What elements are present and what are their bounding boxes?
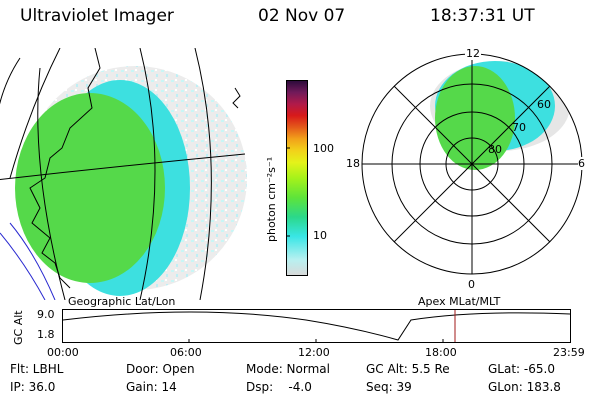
filter-info: Flt: LBHL: [10, 362, 64, 376]
colorbar-unit-label: photon cm⁻²s⁻¹: [265, 156, 278, 242]
glon-info: GLon: 183.8: [488, 380, 561, 394]
coastline: [29, 48, 101, 289]
altitude-ytick-min: 1.8: [37, 328, 55, 341]
altitude-xtick: 18:00: [425, 346, 457, 359]
altitude-xtick: 23:59: [553, 346, 585, 359]
track-line: [0, 232, 46, 300]
aurora-green: [15, 93, 165, 283]
longitude-line: [0, 57, 21, 105]
altitude-xtick: 12:00: [298, 346, 330, 359]
altitude-plot: [62, 309, 571, 343]
altitude-ytick-max: 9.0: [37, 308, 55, 321]
longitude-line: [139, 48, 156, 300]
instrument-title: Ultraviolet Imager: [20, 6, 174, 26]
longitude-line: [9, 48, 61, 179]
altitude-curve: [62, 311, 571, 341]
door-info: Door: Open: [126, 362, 195, 376]
date-label: 02 Nov 07: [258, 6, 346, 26]
coastline: [232, 87, 241, 109]
polar-ring-label-70: 70: [512, 121, 526, 134]
ip-info: IP: 36.0: [10, 380, 56, 394]
polar-label-12: 12: [465, 47, 481, 60]
polar-plot-label: Apex MLat/MLT: [418, 295, 501, 308]
color-bar: [286, 80, 308, 276]
polar-ring-label-80: 80: [488, 143, 502, 156]
polar-ring-label-60: 60: [537, 98, 551, 111]
seq-info: Seq: 39: [366, 380, 412, 394]
polar-label-18: 18: [346, 157, 360, 170]
polar-label-0: 0: [468, 278, 475, 291]
time-label: 18:37:31 UT: [430, 6, 535, 26]
latitude-line: [0, 153, 246, 180]
colorbar-tick-100: 100: [313, 142, 334, 155]
mode-info: Mode: Normal: [246, 362, 330, 376]
polar-plot: [361, 53, 583, 275]
altitude-xtick: 00:00: [47, 346, 79, 359]
gc-alt-info: GC Alt: 5.5 Re: [366, 362, 450, 376]
polar-label-6: 6: [578, 157, 585, 170]
geo-map-label: Geographic Lat/Lon: [68, 295, 176, 308]
altitude-ylabel: GC Alt: [12, 310, 25, 345]
longitude-line: [194, 48, 212, 300]
gain-info: Gain: 14: [126, 380, 177, 394]
geographic-map: [0, 48, 247, 300]
track-line: [9, 222, 56, 300]
glat-info: GLat: -65.0: [488, 362, 555, 376]
colorbar-tick-10: 10: [313, 229, 327, 242]
dsp-info: Dsp: -4.0: [246, 380, 312, 394]
altitude-xtick: 06:00: [170, 346, 202, 359]
